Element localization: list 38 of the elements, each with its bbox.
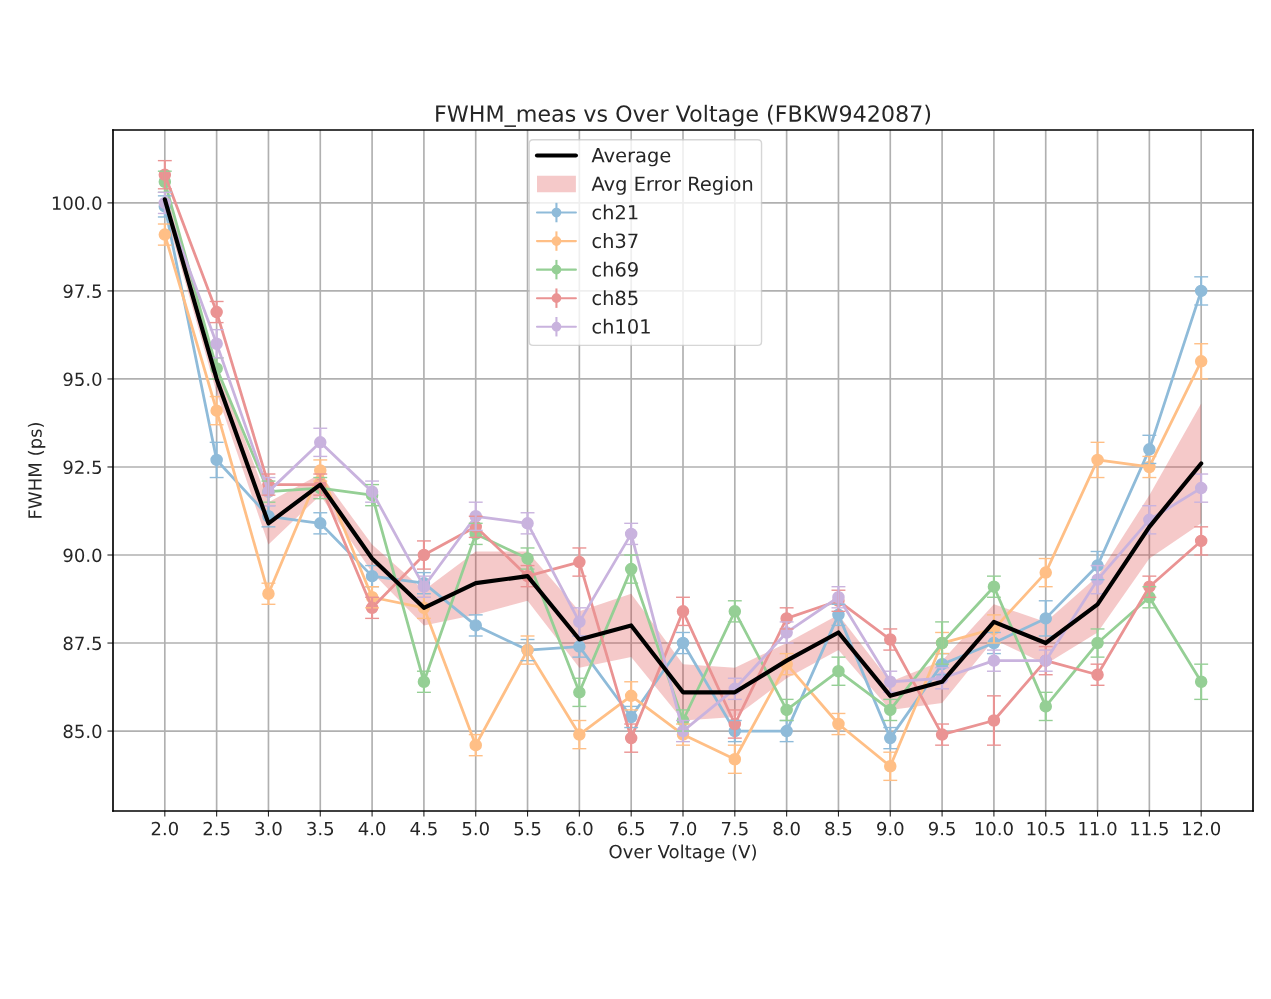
x-tick-label: 9.5 <box>928 821 955 836</box>
y-tick-label: 85.0 <box>63 724 102 739</box>
x-tick-label: 8.5 <box>825 821 852 836</box>
x-tick-label: 5.5 <box>514 821 541 836</box>
x-tick-label: 5.0 <box>462 821 489 836</box>
chart-title: FWHM_meas vs Over Voltage (FBKW942087) <box>436 104 931 127</box>
y-tick-label: 95.0 <box>63 372 102 387</box>
legend-label: ch69 <box>592 261 638 277</box>
y-tick-label: 100.0 <box>52 196 102 211</box>
x-tick-label: 8.0 <box>773 821 800 836</box>
x-tick-label: 6.5 <box>618 821 644 836</box>
y-tick-label: 92.5 <box>63 460 102 475</box>
x-tick-label: 6.0 <box>566 821 593 836</box>
x-tick-label: 11.0 <box>1079 821 1117 836</box>
x-tick-label: 4.0 <box>358 821 386 836</box>
x-tick-label: 10.0 <box>975 821 1013 836</box>
x-tick-label: 4.5 <box>410 821 437 836</box>
y-tick-label: 97.5 <box>63 284 102 299</box>
x-tick-label: 2.5 <box>203 821 230 836</box>
annotation: Avg Error Region <box>591 176 753 195</box>
legend-label: Average <box>591 148 671 167</box>
x-tick-label: 3.5 <box>307 821 334 836</box>
y-axis-title: FWHM (ps) <box>27 423 46 518</box>
x-tick-label: 12.0 <box>1183 821 1221 836</box>
x-tick-label: 2.0 <box>151 821 178 836</box>
x-tick-label: 10.5 <box>1027 821 1065 836</box>
legend-label: ch37 <box>592 233 638 249</box>
x-tick-label: 9.0 <box>877 821 904 836</box>
y-tick-label: 87.5 <box>63 636 102 651</box>
x-axis-title: Over Voltage (V) <box>609 844 756 862</box>
legend-label: ch21 <box>592 204 638 220</box>
legend-label: ch85 <box>592 290 638 306</box>
legend-label: ch101 <box>592 318 650 334</box>
y-tick-label: 90.0 <box>63 548 102 563</box>
x-tick-label: 11.5 <box>1131 821 1168 836</box>
x-tick-label: 7.5 <box>721 821 748 836</box>
x-tick-label: 7.0 <box>670 821 697 836</box>
x-tick-label: 3.0 <box>255 821 282 836</box>
